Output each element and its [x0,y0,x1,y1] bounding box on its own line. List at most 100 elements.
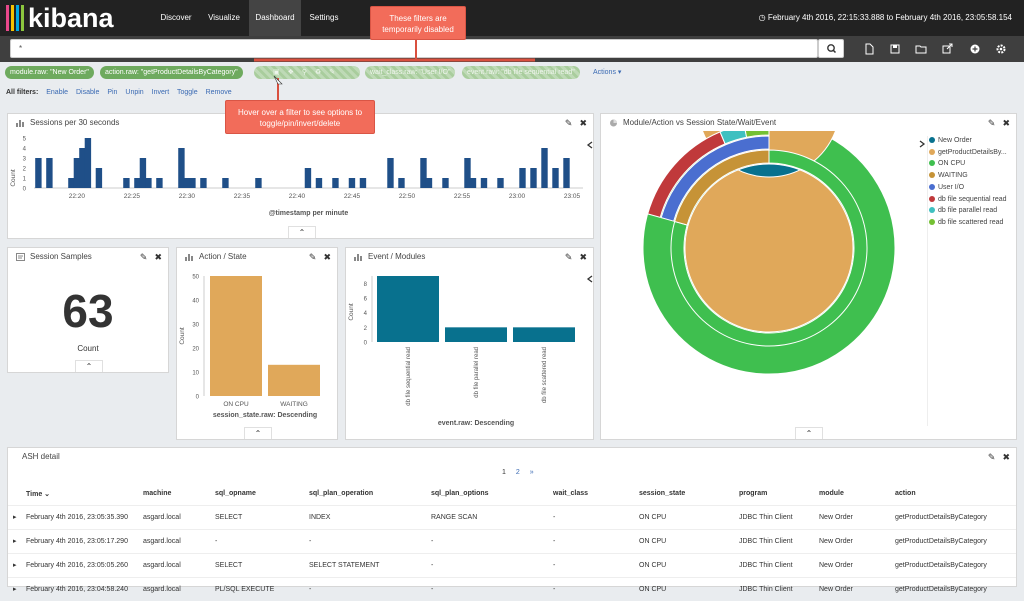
chevron-left-icon[interactable] [586,141,594,149]
column-header[interactable]: sql_plan_operation [309,490,374,498]
edit-panel-icon[interactable]: ✎ [564,252,573,262]
edit-filter-icon[interactable]: ✎ [329,69,336,76]
panel-title: Event / Modules [368,252,426,261]
legend-item[interactable]: db file scattered read [929,218,1004,226]
legend-item[interactable]: WAITING [929,172,968,179]
collapse-toggle[interactable]: ⌃ [244,427,272,439]
filter-disable-link[interactable]: Disable [76,89,100,96]
table-row[interactable]: ▸ February 4th 2016, 23:04:58.240 asgard.l… [8,576,1016,601]
legend-item[interactable]: New Order [929,137,972,144]
close-panel-icon[interactable]: ✖ [1002,118,1010,128]
filter-toggle-link[interactable]: Toggle [176,89,198,96]
legend-divider [927,136,928,426]
tab-settings[interactable]: Settings [309,13,339,22]
filter-pill-wait-class[interactable]: wait_class.raw: "User I/O" [365,66,456,79]
expand-row-icon[interactable]: ▸ [8,552,26,577]
edit-panel-icon[interactable]: ✎ [564,118,573,128]
column-header[interactable]: program [739,490,768,498]
top-navigation: kibana Discover Visualize Dashboard Sett… [0,0,1024,36]
tab-visualize[interactable]: Visualize [208,13,240,22]
close-panel-icon[interactable]: ✖ [154,252,162,262]
legend-item[interactable]: getProductDetailsBy... [929,148,1007,156]
collapse-toggle[interactable]: ⌃ [795,427,823,439]
save-icon[interactable] [889,43,901,55]
edit-panel-icon[interactable]: ✎ [139,252,148,262]
delete-filter-icon[interactable]: ♻ [314,69,322,76]
chevron-left-icon[interactable] [586,275,594,283]
column-header[interactable]: wait_class [553,490,589,498]
edit-panel-icon[interactable]: ✎ [308,252,317,262]
close-panel-icon[interactable]: ✖ [1002,452,1010,462]
x-tick-label: 22:35 [234,193,251,200]
legend-item[interactable]: User I/O [929,183,964,191]
filter-pill-module[interactable]: module.raw: "New Order" [5,66,94,79]
invert-filter-icon[interactable]: ⚲ [301,69,307,76]
legend-item[interactable]: ON CPU [929,160,965,167]
search-button[interactable] [818,39,844,58]
callout-pointer [273,75,283,100]
filter-pin-link[interactable]: Pin [107,89,118,96]
filter-pill-hovered[interactable]: ▣ ❖ ⚲ ♻ ✎ [254,66,360,79]
add-panel-icon[interactable] [969,43,981,55]
table-cell: February 4th 2016, 23:05:17.290 [26,528,143,553]
expand-row-icon[interactable]: ▸ [8,504,26,529]
bar [332,178,339,188]
pin-filter-icon[interactable]: ❖ [287,69,294,76]
filter-pill-event[interactable]: event.raw: "db file sequential read" [462,66,580,79]
table-cell: JDBC Thin Client [739,504,819,529]
bar [73,158,81,188]
expand-row-icon[interactable]: ▸ [8,576,26,601]
column-header[interactable]: action [895,490,916,498]
collapse-toggle[interactable]: ⌃ [288,226,316,238]
edit-panel-icon[interactable]: ✎ [987,452,996,462]
table-row[interactable]: ▸ February 4th 2016, 23:05:35.390 asgard.l… [8,504,1016,529]
open-folder-icon[interactable] [915,43,927,55]
bar [469,178,477,188]
session-samples-panel: Session Samples ✎ ✖ 63 Count ⌃ [7,247,169,373]
page-1[interactable]: 1 [502,469,506,476]
close-panel-icon[interactable]: ✖ [579,252,587,262]
new-dashboard-icon[interactable] [863,43,875,55]
all-filters-bar: All filters: Enable Disable Pin Unpin In… [6,89,238,96]
close-panel-icon[interactable]: ✖ [323,252,331,262]
legend-item[interactable]: db file sequential read [929,195,1007,203]
filter-actions-dropdown[interactable]: Actions ▾ [593,69,622,76]
legend-item[interactable]: db file parallel read [929,207,997,214]
filter-unpin-link[interactable]: Unpin [125,89,144,96]
bar [480,178,488,188]
filter-enable-link[interactable]: Enable [46,89,69,96]
table-row[interactable]: ▸ February 4th 2016, 23:05:05.260 asgard.l… [8,552,1016,577]
tab-dashboard[interactable]: Dashboard [249,0,301,36]
bar [315,178,323,188]
expand-column [8,483,26,505]
filter-remove-link[interactable]: Remove [205,89,232,96]
table-cell: - [553,552,639,577]
legend-label: db file scattered read [938,218,1004,226]
close-panel-icon[interactable]: ✖ [579,118,587,128]
x-tick-label: 22:30 [179,193,196,200]
share-icon[interactable] [941,43,953,55]
column-header[interactable]: session_state [639,490,686,498]
x-axis-label: @timestamp per minute [269,210,349,217]
expand-row-icon[interactable]: ▸ [8,528,26,553]
gear-icon[interactable] [995,43,1007,55]
table-cell: JDBC Thin Client [739,576,819,601]
column-header[interactable]: module [819,490,844,498]
filter-pill-action[interactable]: action.raw: "getProductDetailsByCategory… [100,66,243,79]
time-picker[interactable]: ◷ February 4th 2016, 22:15:33.888 to Feb… [759,0,1012,36]
page-next[interactable]: » [529,469,534,476]
filter-invert-link[interactable]: Invert [151,89,170,96]
page-2[interactable]: 2 [515,469,520,476]
tab-discover[interactable]: Discover [160,13,192,22]
edit-panel-icon[interactable]: ✎ [987,118,996,128]
toggle-filter-icon[interactable]: ▣ [273,69,280,76]
column-header[interactable]: Time ⌄ [26,490,51,498]
table-row[interactable]: ▸ February 4th 2016, 23:05:17.290 asgard.l… [8,528,1016,553]
chevron-right-icon[interactable] [918,140,926,148]
collapse-toggle[interactable]: ⌃ [75,360,103,372]
column-header[interactable]: sql_opname [215,490,256,498]
column-header[interactable]: sql_plan_options [431,490,489,498]
x-tick-label: 22:45 [344,193,361,200]
column-header[interactable]: machine [143,490,172,498]
kibana-logo[interactable]: kibana [6,3,114,33]
